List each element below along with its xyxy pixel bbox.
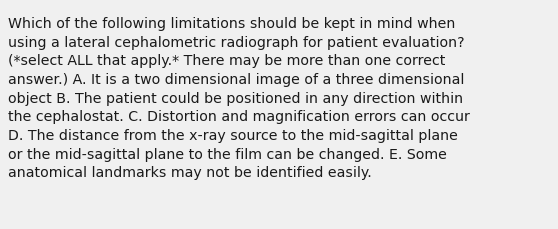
Text: Which of the following limitations should be kept in mind when
using a lateral c: Which of the following limitations shoul… xyxy=(8,17,470,180)
